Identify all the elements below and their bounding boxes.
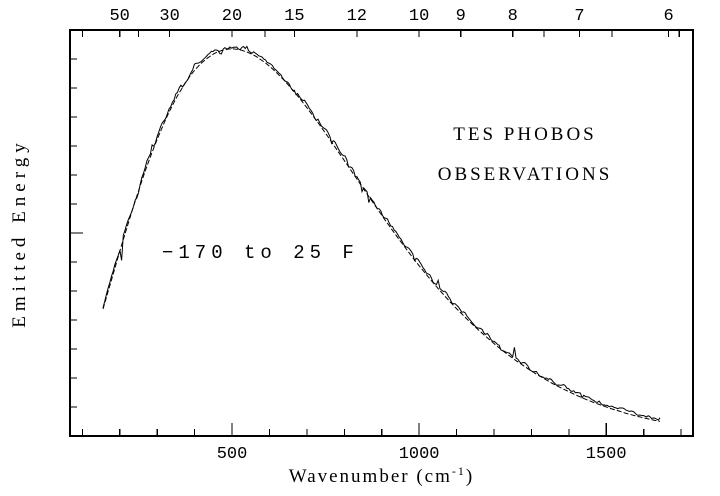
svg-text:12: 12 (347, 7, 367, 26)
svg-text:−170 to 25 F: −170 to 25 F (162, 242, 359, 264)
svg-text:20: 20 (222, 7, 242, 26)
svg-text:500: 500 (217, 445, 248, 464)
svg-text:TES PHOBOS: TES PHOBOS (453, 124, 597, 145)
svg-text:9: 9 (456, 7, 466, 26)
svg-text:Wavenumber (cm-1): Wavenumber (cm-1) (289, 464, 474, 487)
svg-text:1500: 1500 (586, 445, 627, 464)
svg-text:8: 8 (508, 7, 518, 26)
svg-text:6: 6 (663, 7, 673, 26)
svg-text:10: 10 (409, 7, 429, 26)
svg-text:7: 7 (574, 7, 584, 26)
svg-text:1000: 1000 (399, 445, 440, 464)
svg-text:OBSERVATIONS: OBSERVATIONS (438, 164, 613, 185)
svg-text:30: 30 (159, 7, 179, 26)
svg-text:50: 50 (109, 7, 129, 26)
svg-text:15: 15 (284, 7, 304, 26)
svg-text:Emitted Energy: Emitted Energy (9, 138, 30, 327)
